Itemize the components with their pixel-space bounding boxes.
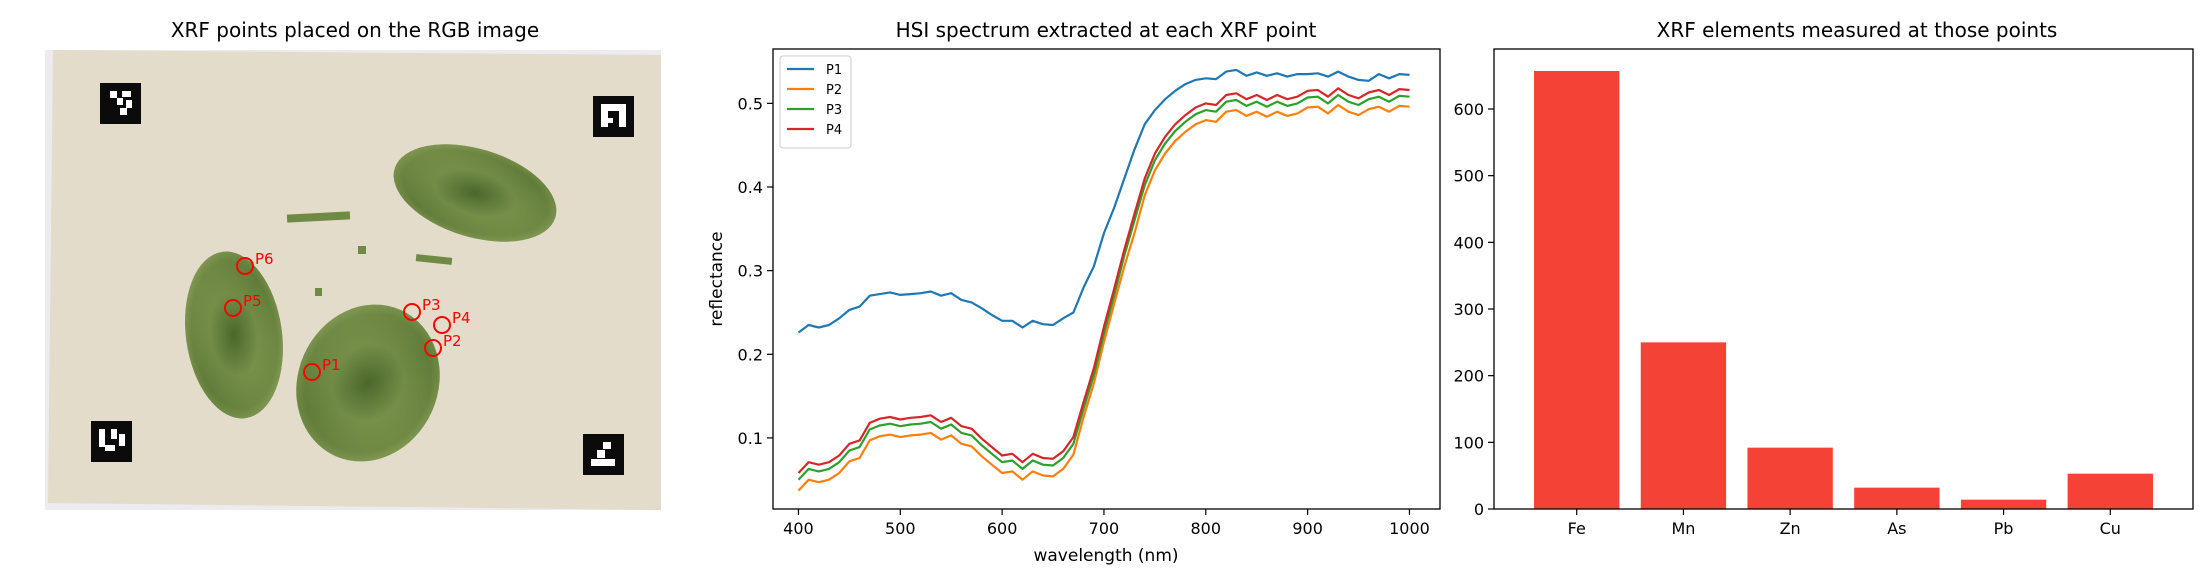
bar-pb: [1960, 499, 2047, 509]
legend-label: P4: [826, 123, 842, 138]
series-line-p3: [797, 93, 1410, 481]
xrf-point-marker: [224, 299, 242, 317]
spectrum-legend: P1 P2 P3 P4: [779, 55, 852, 149]
xrf-point-label: P4: [452, 309, 471, 327]
bar-mn: [1640, 342, 1727, 509]
spectrum-ylabel: reflectance: [707, 231, 727, 326]
leaf-fragments: [286, 211, 453, 296]
leaf-left: [185, 251, 283, 419]
series-line-p1: [797, 68, 1410, 334]
legend-label: P1: [826, 63, 842, 78]
fiducial-marker-top-left: [100, 83, 141, 124]
elements-axes-frame: [1493, 48, 2194, 510]
y-tick-label: 0.3: [738, 262, 763, 281]
y-tick-label: 400: [1453, 233, 1484, 252]
xrf-point-label: P1: [322, 356, 341, 374]
y-tick-label: 300: [1453, 300, 1484, 319]
y-tick-label: 0.5: [738, 94, 763, 113]
spectrum-ticks: 400 500 600 700 800 900 1000 0.1 0.2 0.3 0.4 0.5: [738, 94, 1430, 538]
y-tick-label: 200: [1453, 367, 1484, 386]
elements-bars: [1534, 71, 2153, 509]
legend-label: P3: [826, 103, 842, 118]
y-tick-label: 0: [1474, 500, 1484, 519]
x-tick-label: Cu: [2100, 519, 2121, 538]
y-tick-label: 100: [1453, 433, 1484, 452]
legend-box: [779, 55, 852, 149]
y-tick-label: 500: [1453, 167, 1484, 186]
x-tick-label: Pb: [1994, 519, 2014, 538]
xrf-point-label: P6: [255, 250, 274, 268]
image-panel-title: XRF points placed on the RGB image: [171, 18, 539, 42]
elements-ticks: 0 100 200 300 400 500 600 Fe Mn Zn As Pb Cu: [1453, 100, 2120, 538]
spectrum-series: [797, 68, 1410, 492]
bar-zn: [1747, 447, 1833, 509]
xrf-point-marker: [303, 363, 321, 381]
x-tick-label: 800: [1191, 519, 1222, 538]
bar-fe: [1534, 71, 1620, 509]
xrf-point-label: P5: [243, 292, 262, 310]
leaf-top: [393, 144, 557, 242]
y-tick-label: 0.2: [738, 345, 763, 364]
y-tick-label: 0.1: [738, 429, 763, 448]
xrf-point-marker: [424, 339, 442, 357]
x-tick-label: 500: [885, 519, 916, 538]
x-tick-label: 1000: [1389, 519, 1430, 538]
spectrum-title: HSI spectrum extracted at each XRF point: [896, 18, 1317, 42]
y-tick-label: 600: [1453, 100, 1484, 119]
x-tick-label: 600: [987, 519, 1018, 538]
y-tick-label: 0.4: [738, 178, 763, 197]
x-tick-label: Zn: [1780, 519, 1801, 538]
xrf-point-marker: [403, 303, 421, 321]
x-tick-label: 900: [1292, 519, 1323, 538]
series-line-p4: [797, 87, 1410, 474]
series-line-p2: [797, 103, 1410, 492]
xrf-point-marker: [236, 257, 254, 275]
xrf-point-marker: [433, 316, 451, 334]
spectrum-panel: HSI spectrum extracted at each XRF point…: [707, 18, 1441, 566]
elements-panel: XRF elements measured at those points 0 1…: [1453, 18, 2194, 538]
x-tick-label: Mn: [1671, 519, 1695, 538]
spectrum-xlabel: wavelength (nm): [1033, 546, 1178, 566]
xrf-point-label: P3: [422, 296, 441, 314]
x-tick-label: Fe: [1568, 519, 1586, 538]
bar-as: [1854, 487, 1940, 509]
x-tick-label: 400: [783, 519, 814, 538]
fiducial-marker-top-right: [593, 96, 634, 137]
x-tick-label: 700: [1089, 519, 1120, 538]
bar-cu: [2067, 473, 2153, 509]
fiducial-marker-bottom-right: [583, 434, 624, 475]
fiducial-marker-bottom-left: [91, 421, 132, 462]
x-tick-label: As: [1887, 519, 1906, 538]
elements-title: XRF elements measured at those points: [1657, 18, 2058, 42]
image-panel: XRF points placed on the RGB image: [45, 18, 661, 510]
legend-label: P2: [826, 83, 842, 98]
xrf-point-label: P2: [443, 332, 462, 350]
leaf-right: [296, 304, 440, 462]
spectrum-axes-frame: [772, 48, 1441, 510]
